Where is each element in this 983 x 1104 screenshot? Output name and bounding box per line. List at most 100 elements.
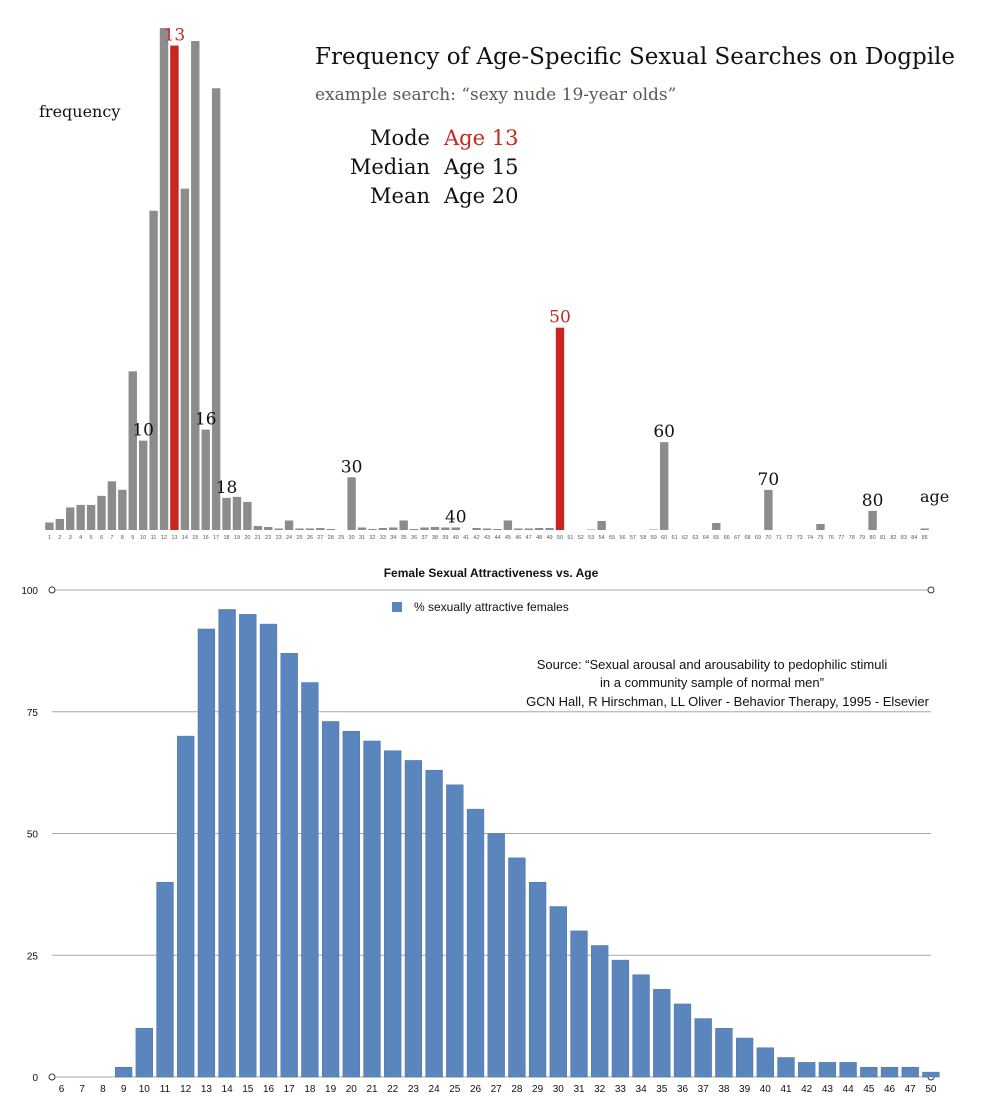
x-tick-label: 28 <box>328 535 334 541</box>
peak-label-50: 50 <box>549 308 571 328</box>
age-bar-25 <box>295 528 304 530</box>
age-bar-12 <box>159 28 169 530</box>
x-tick-label: 10 <box>140 535 146 541</box>
bottom-chart-bars <box>114 609 940 1078</box>
age-bar-50 <box>555 327 565 530</box>
attractiveness-bar-43 <box>818 1062 837 1078</box>
x-tick-label: 25 <box>296 535 302 541</box>
attractiveness-bar-41 <box>777 1057 795 1078</box>
x-tick-label: 27 <box>491 1084 503 1095</box>
x-tick-label: 12 <box>161 535 167 541</box>
x-tick-label: 80 <box>870 535 876 541</box>
x-tick-label: 21 <box>366 1084 378 1095</box>
x-tick-label: 6 <box>59 1084 65 1095</box>
peak-label-10: 10 <box>132 421 154 441</box>
x-tick-label: 16 <box>203 535 209 541</box>
y-tick-label: 75 <box>27 708 39 719</box>
x-tick-label: 22 <box>387 1084 399 1095</box>
x-tick-label: 15 <box>242 1084 254 1095</box>
x-tick-label: 66 <box>724 535 730 541</box>
x-tick-label: 11 <box>151 535 157 541</box>
age-bar-39 <box>441 527 450 530</box>
x-tick-label: 27 <box>317 535 323 541</box>
age-bar-15 <box>191 41 200 531</box>
axis-endpoint-marker <box>48 586 56 594</box>
age-bar-46 <box>514 528 523 530</box>
attractiveness-bar-44 <box>839 1062 857 1078</box>
y-tick-label: 25 <box>27 951 39 962</box>
x-tick-label: 5 <box>90 535 93 541</box>
x-tick-label: 44 <box>494 535 500 541</box>
x-tick-label: 34 <box>390 535 396 541</box>
x-tick-label: 32 <box>594 1084 606 1095</box>
age-bar-19 <box>232 496 242 530</box>
bottom-chart-x-tick-labels: 6 7 8 9 10 11 12 13 14 15 16 17 18 19 20 21 22 23 24 25 26 27… <box>59 1084 937 1095</box>
age-bar-37 <box>420 527 429 530</box>
stat-mode-value: Age 13 <box>443 126 518 150</box>
x-tick-label: 40 <box>453 535 459 541</box>
x-tick-label: 17 <box>213 535 219 541</box>
stat-mean-label: Mean <box>370 184 430 208</box>
x-tick-label: 60 <box>661 535 667 541</box>
age-bar-35 <box>399 520 408 530</box>
x-tick-label: 79 <box>859 535 865 541</box>
attractiveness-bar-47 <box>901 1067 919 1078</box>
attractiveness-bar-30 <box>549 906 567 1078</box>
x-tick-label: 7 <box>79 1084 85 1095</box>
age-bar-11 <box>149 210 158 531</box>
peak-label-13: 13 <box>164 26 186 46</box>
x-tick-label: 48 <box>536 535 542 541</box>
x-tick-label: 83 <box>901 535 907 541</box>
x-tick-label: 57 <box>630 535 636 541</box>
legend-label: % sexually attractive females <box>414 600 569 614</box>
age-bar-40 <box>451 527 460 530</box>
x-tick-label: 63 <box>692 535 698 541</box>
age-bar-4 <box>76 504 85 530</box>
bottom-chart: Female Sexual Attractiveness vs. Age 100… <box>21 566 940 1095</box>
y-tick-label: 100 <box>21 586 38 597</box>
top-chart-ylabel: frequency <box>39 102 120 121</box>
age-bar-53 <box>587 529 596 530</box>
x-tick-label: 31 <box>359 535 365 541</box>
x-tick-label: 39 <box>739 1084 751 1095</box>
attractiveness-bar-32 <box>591 945 609 1078</box>
peak-label-30: 30 <box>341 457 363 477</box>
x-tick-label: 24 <box>429 1084 441 1095</box>
x-tick-label: 52 <box>578 535 584 541</box>
x-tick-label: 29 <box>338 535 344 541</box>
top-chart-bars <box>45 28 929 531</box>
attractiveness-bar-17 <box>280 653 298 1078</box>
x-tick-label: 15 <box>192 535 198 541</box>
x-tick-label: 47 <box>526 535 532 541</box>
x-tick-label: 67 <box>734 535 740 541</box>
x-tick-label: 17 <box>284 1084 296 1095</box>
top-chart: Frequency of Age-Specific Sexual Searche… <box>39 26 955 541</box>
legend-swatch <box>392 602 402 612</box>
attractiveness-bar-15 <box>239 614 257 1078</box>
x-tick-label: 41 <box>463 535 469 541</box>
x-tick-label: 78 <box>849 535 855 541</box>
age-bar-43 <box>482 528 492 530</box>
attractiveness-bar-28 <box>508 857 526 1078</box>
x-tick-label: 13 <box>171 535 177 541</box>
x-tick-label: 69 <box>755 535 761 541</box>
attractiveness-bar-39 <box>735 1037 754 1078</box>
age-bar-70 <box>764 489 773 530</box>
age-bar-36 <box>409 529 419 530</box>
attractiveness-bar-46 <box>880 1067 899 1078</box>
x-tick-label: 64 <box>703 535 709 541</box>
attractiveness-bar-40 <box>756 1047 774 1078</box>
source-line-3: GCN Hall, R Hirschman, LL Oliver - Behav… <box>526 694 930 709</box>
age-bar-6 <box>97 495 106 530</box>
attractiveness-bar-23 <box>404 760 423 1078</box>
attractiveness-bar-26 <box>466 808 485 1078</box>
age-bar-2 <box>55 518 65 530</box>
attractiveness-bar-34 <box>632 974 650 1078</box>
x-tick-label: 4 <box>79 535 82 541</box>
top-chart-peak-labels: 10 13 16 18 30 40 50 60 70 80 <box>132 26 883 528</box>
x-tick-label: 42 <box>801 1084 813 1095</box>
x-tick-label: 68 <box>744 535 750 541</box>
source-line-1: Source: “Sexual arousal and arousability… <box>537 657 888 672</box>
x-tick-label: 41 <box>780 1084 792 1095</box>
x-tick-label: 31 <box>573 1084 585 1095</box>
